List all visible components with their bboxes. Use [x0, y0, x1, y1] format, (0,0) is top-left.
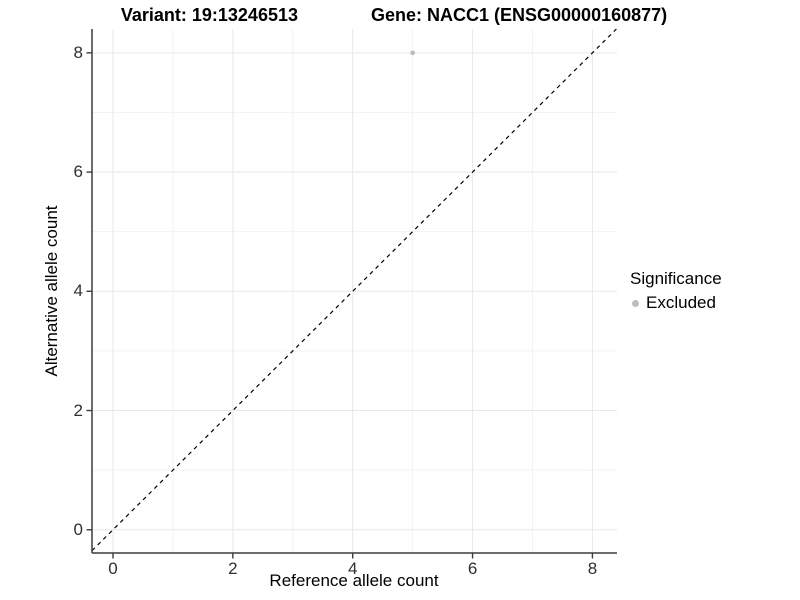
plot-title: Variant: 19:13246513 Gene: NACC1 (ENSG00… — [0, 5, 794, 26]
y-tick-label: 4 — [73, 281, 83, 301]
legend: Significance Excluded — [630, 268, 722, 313]
x-tick-label: 8 — [587, 559, 598, 578]
x-axis-title: Reference allele count — [269, 571, 439, 590]
y-tick-label: 8 — [73, 42, 83, 62]
x-tick-label: 6 — [467, 559, 478, 578]
x-tick-label: 0 — [108, 559, 118, 578]
y-tick-label: 6 — [73, 162, 83, 182]
y-tick-label: 2 — [73, 400, 83, 420]
plot-title-variant: Variant: 19:13246513 — [120, 5, 298, 25]
x-tick-label: 2 — [228, 559, 238, 578]
x-tick-label: 4 — [347, 559, 358, 578]
data-point-excluded — [410, 50, 416, 56]
legend-marker-excluded-icon — [632, 299, 639, 307]
legend-item-excluded: Excluded — [630, 293, 722, 313]
identity-dashed-line — [91, 28, 617, 552]
legend-title: Significance — [630, 269, 722, 288]
y-axis-title: Alternative allele count — [42, 205, 61, 377]
legend-item-label: Excluded — [646, 293, 716, 312]
y-tick-label: 0 — [73, 519, 83, 539]
plot-title-gene: Gene: NACC1 (ENSG00000160877) — [371, 5, 668, 25]
